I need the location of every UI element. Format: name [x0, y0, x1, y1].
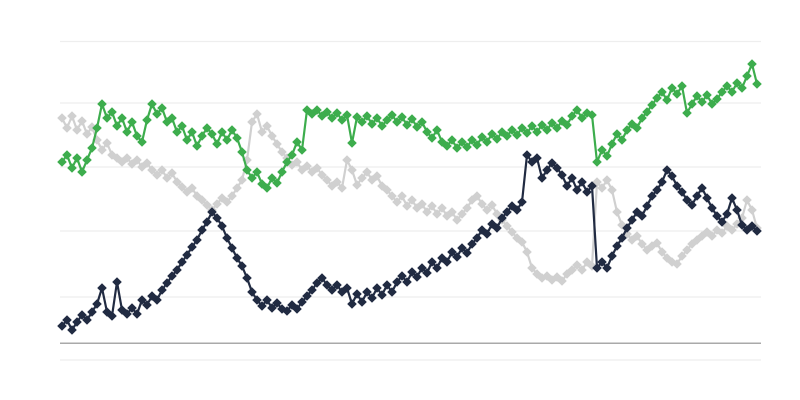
series-gray-series [57, 109, 762, 286]
series-markers [57, 109, 762, 286]
series-green-series [57, 59, 762, 193]
series-markers [57, 150, 762, 335]
series-navy-series [57, 150, 762, 335]
gridlines [60, 40, 761, 361]
series-markers [57, 59, 762, 193]
